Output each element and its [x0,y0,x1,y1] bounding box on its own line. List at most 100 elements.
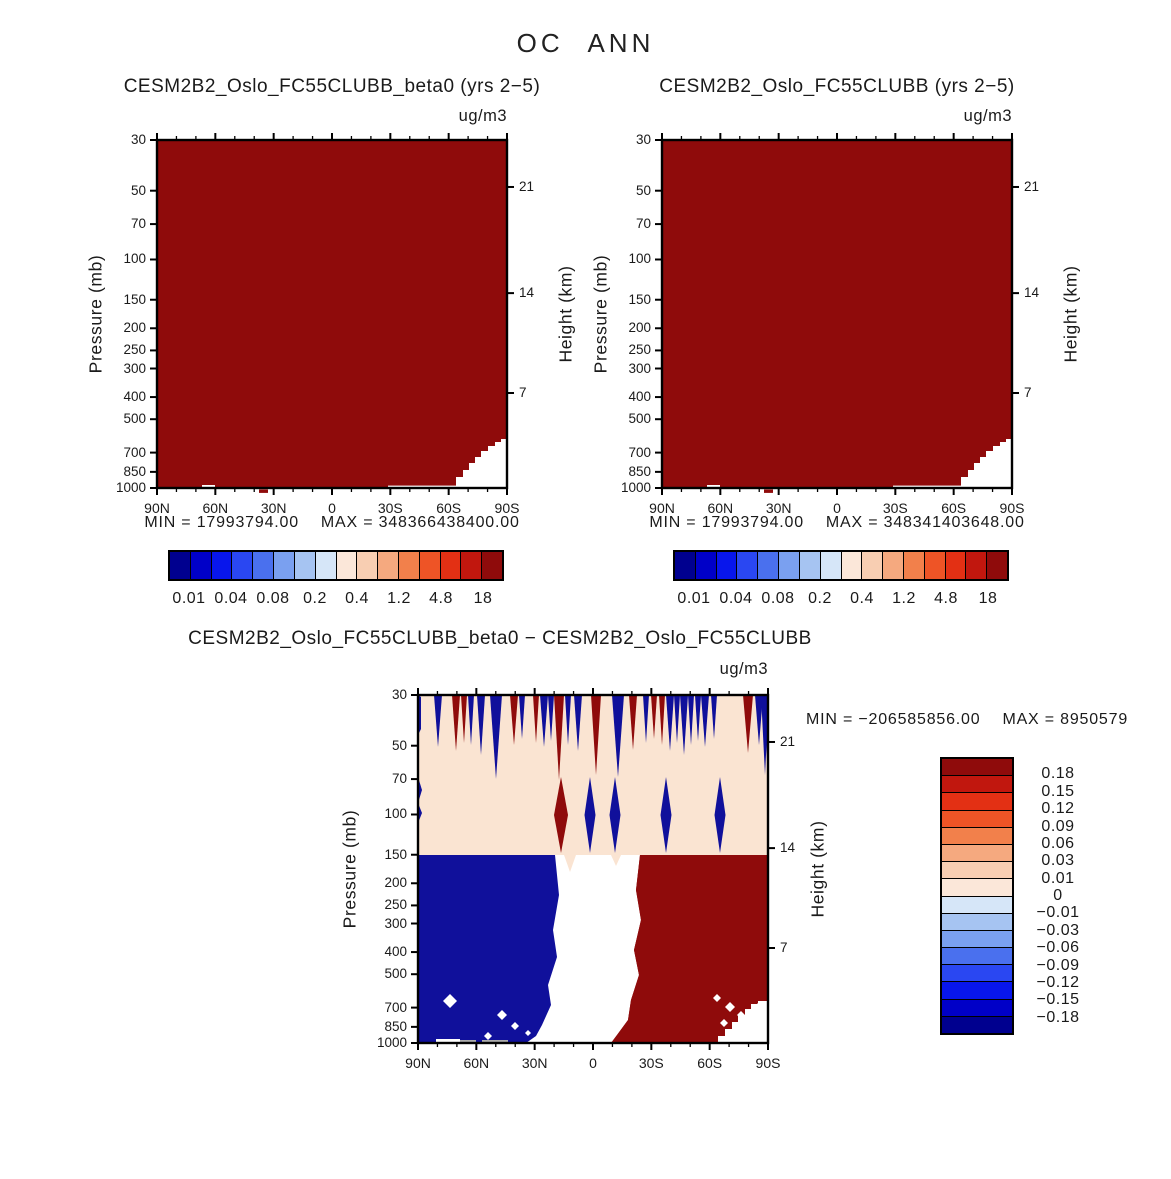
pressure-tick-label: 100 [628,251,651,267]
pressure-tick-label: 50 [635,182,651,198]
pressure-tick-label: 200 [628,320,651,336]
pressure-tick-label: 150 [123,291,146,307]
colorbar-segment [482,552,502,579]
panel-title-control: CESM2B2_Oslo_FC55CLUBB (yrs 2−5) [659,76,1015,97]
colorbar-segment [942,862,1012,880]
colorbar-tick-label: 0.06 [1041,834,1075,852]
latitude-tick-label: 30N [521,1055,548,1071]
pressure-tick-label: 1000 [620,480,651,495]
colorbar-tick-label: 18 [978,590,998,607]
colorbar-tick-label: 0.03 [1041,852,1075,870]
colorbar-tick-label: 0.12 [1041,800,1075,818]
colorbar-segment [716,552,738,579]
colorbar-tick-label: −0.06 [1036,939,1080,957]
colorbar-segment [190,552,212,579]
colorbar-segment [942,896,1012,914]
latitude-tick-label: 90N [405,1055,431,1071]
colorbar-tick-label: 0.04 [214,590,248,607]
height-axis-title-left: Height (km) [555,265,576,363]
units-label-right: ug/m3 [963,107,1012,125]
pressure-axis-title-diff: Pressure (mb) [339,809,360,929]
colorbar-segment [737,552,759,579]
colorbar-tick-label: 0.08 [256,590,290,607]
colorbar-tick-label: 4.8 [429,590,453,607]
colorbar-segment [942,810,1012,828]
colorbar-segment [170,552,191,579]
pressure-tick-label: 1000 [115,480,146,495]
colorbar-segment [274,552,295,579]
pressure-tick-label: 50 [130,182,146,198]
latitude-tick-label: 90N [649,500,675,516]
max-value-control: MAX = 348341403648.00 [825,514,1025,531]
colorbar-segment [883,552,904,579]
pressure-tick-label: 850 [384,1018,407,1034]
colorbar-tick-label: 0 [1053,887,1063,904]
units-label-left: ug/m3 [458,107,507,125]
colorbar-segment [336,552,358,579]
pressure-tick-label: 400 [628,389,651,405]
colorbar-tick-label: 1.2 [387,590,411,607]
pressure-tick-label: 100 [123,251,146,267]
minmax-difference: MIN = −206585856.00 MAX = 8950579 [806,711,1128,729]
minmax-beta0: MIN = 17993794.00 MAX = 348366438400.00 [117,514,547,532]
pressure-tick-label: 200 [123,320,146,336]
pressure-tick-label: 400 [123,389,146,405]
pressure-tick-label: 30 [635,132,651,147]
pressure-tick-label: 300 [123,360,146,376]
latitude-tick-label: 30N [260,500,287,516]
min-value-difference: MIN = −206585856.00 [806,711,981,728]
colorbar-segment [942,930,1012,949]
max-value-beta0: MAX = 348366438400.00 [320,514,520,531]
colorbar-segment [357,552,379,579]
colorbar-segment [675,552,696,579]
colorbar-tick-label: 0.08 [761,590,795,607]
colorbar-segment [942,999,1012,1017]
latitude-tick-label: 30S [377,500,403,516]
colorbar-segment [942,965,1012,983]
colorbar-tick-label: 0.2 [303,590,327,607]
min-value-beta0: MIN = 17993794.00 [144,514,299,531]
latitude-tick-label: 0 [328,500,336,516]
latitude-tick-label: 90S [755,1055,781,1071]
pressure-tick-label: 1000 [376,1035,407,1050]
colorbar-segment [211,552,233,579]
panel-title-beta0: CESM2B2_Oslo_FC55CLUBB_beta0 (yrs 2−5) [123,76,541,97]
latitude-tick-label: 60S [697,1055,723,1071]
colorbar-segment [966,552,988,579]
colorbar-tick-label: −0.03 [1036,921,1080,939]
colorbar-tick-label: 0.4 [850,590,874,607]
pressure-tick-label: 250 [384,897,407,913]
colorbar-tick-label: −0.15 [1036,991,1080,1009]
height-axis-title-diff: Height (km) [807,820,828,918]
latitude-tick-label: 0 [833,500,841,516]
colorbar-segment [862,552,884,579]
colorbar-segment [942,879,1012,897]
colorbar-tick-label: 0.04 [719,590,753,607]
colorbar-segment [253,552,275,579]
colorbar-tick-label: 0.2 [808,590,832,607]
colorbar-segment [419,552,441,579]
pressure-tick-label: 700 [628,444,651,460]
colorbar-strip [673,550,1009,581]
pressure-tick-label: 250 [123,342,146,358]
latitude-tick-label: 60N [202,500,229,516]
pressure-tick-label: 70 [391,771,407,787]
pressure-tick-label: 500 [384,966,407,982]
latitude-tick-label: 90S [494,500,520,516]
colorbar-tick-label: 0.18 [1041,765,1075,783]
colorbar-segment [942,759,1012,777]
pressure-tick-label: 300 [384,915,407,931]
plot-surface-right [655,133,1019,495]
latitude-tick-label: 60S [436,500,462,516]
colorbar-segment [378,552,399,579]
latitude-tick-label: 60N [463,1055,490,1071]
colorbar-tick-label: −0.12 [1036,973,1080,991]
colorbar-tick-label: 0.01 [172,590,206,607]
latitude-tick-label: 90N [144,500,170,516]
minmax-control: MIN = 17993794.00 MAX = 348341403648.00 [622,514,1052,532]
latitude-tick-label: 30S [638,1055,664,1071]
pressure-tick-label: 500 [123,411,146,427]
colorbar-segment [779,552,800,579]
height-axis-title-right: Height (km) [1060,265,1081,363]
